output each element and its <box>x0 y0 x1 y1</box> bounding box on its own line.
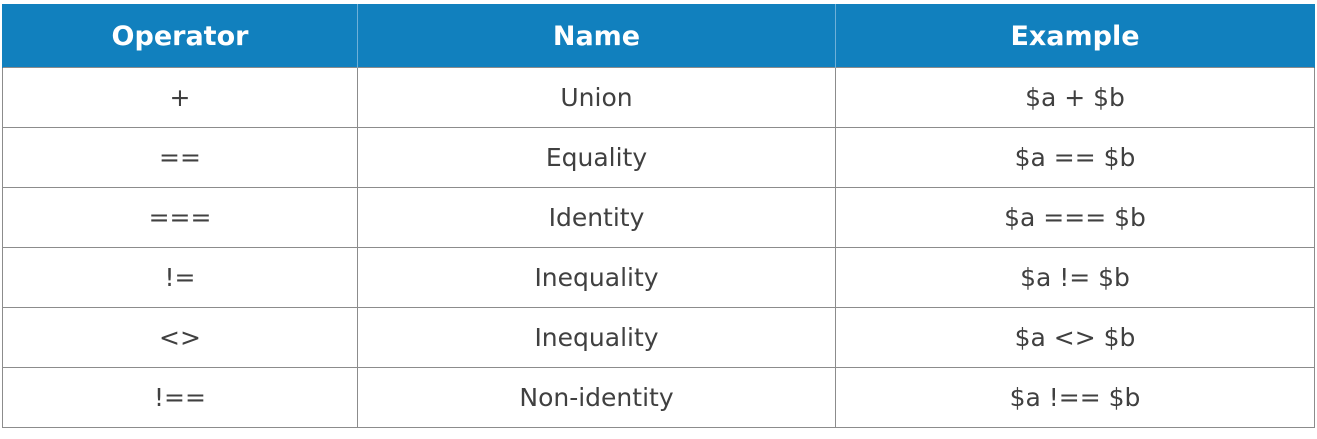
table-row: == Equality $a == $b <box>2 127 1315 188</box>
array-operators-table: Operator Name Example + Union $a + $b ==… <box>2 4 1315 428</box>
operator-cell: == <box>2 127 358 188</box>
name-cell: Identity <box>357 187 836 248</box>
operator-cell: != <box>2 247 358 308</box>
operator-cell: + <box>2 67 358 128</box>
table-row: + Union $a + $b <box>2 67 1315 128</box>
name-cell: Union <box>357 67 836 128</box>
header-row: Operator Name Example <box>2 4 1315 68</box>
table-body: + Union $a + $b == Equality $a == $b ===… <box>2 67 1315 428</box>
example-cell: $a == $b <box>835 127 1315 188</box>
header-example: Example <box>835 4 1315 68</box>
operators-table-container: Operator Name Example + Union $a + $b ==… <box>2 4 1315 428</box>
table-row: != Inequality $a != $b <box>2 247 1315 308</box>
table-row: <> Inequality $a <> $b <box>2 307 1315 368</box>
name-cell: Inequality <box>357 307 836 368</box>
example-cell: $a === $b <box>835 187 1315 248</box>
example-cell: $a <> $b <box>835 307 1315 368</box>
example-cell: $a != $b <box>835 247 1315 308</box>
name-cell: Inequality <box>357 247 836 308</box>
header-name: Name <box>357 4 836 68</box>
example-cell: $a !== $b <box>835 367 1315 428</box>
table-row: === Identity $a === $b <box>2 187 1315 248</box>
table-header: Operator Name Example <box>2 4 1315 68</box>
header-operator: Operator <box>2 4 358 68</box>
name-cell: Equality <box>357 127 836 188</box>
table-row: !== Non-identity $a !== $b <box>2 367 1315 428</box>
operator-cell: <> <box>2 307 358 368</box>
example-cell: $a + $b <box>835 67 1315 128</box>
operator-cell: !== <box>2 367 358 428</box>
name-cell: Non-identity <box>357 367 836 428</box>
operator-cell: === <box>2 187 358 248</box>
